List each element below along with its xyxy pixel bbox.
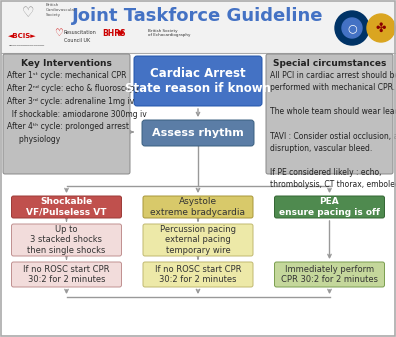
Text: ♡: ♡ xyxy=(22,6,34,20)
Text: ♡: ♡ xyxy=(53,28,63,38)
Text: If no ROSC start CPR
30:2 for 2 minutes: If no ROSC start CPR 30:2 for 2 minutes xyxy=(155,265,241,284)
Text: Key Interventions: Key Interventions xyxy=(21,59,112,67)
Text: Assess rhythm: Assess rhythm xyxy=(152,128,244,138)
Text: ○: ○ xyxy=(347,23,357,33)
FancyBboxPatch shape xyxy=(142,120,254,146)
Text: Immediately perform
CPR 30:2 for 2 minutes: Immediately perform CPR 30:2 for 2 minut… xyxy=(281,265,378,284)
Text: ✤: ✤ xyxy=(376,22,386,34)
Circle shape xyxy=(367,14,395,42)
FancyBboxPatch shape xyxy=(11,224,122,256)
FancyBboxPatch shape xyxy=(274,262,385,287)
FancyBboxPatch shape xyxy=(274,196,385,218)
Text: Asystole
extreme bradycardia: Asystole extreme bradycardia xyxy=(150,197,246,217)
Text: British
Cardiovascular
Society: British Cardiovascular Society xyxy=(46,3,76,17)
Circle shape xyxy=(335,11,369,45)
Text: Up to
3 stacked shocks
then single shocks: Up to 3 stacked shocks then single shock… xyxy=(27,225,106,255)
Text: After 1ˢᵗ cycle: mechanical CPR
After 2ⁿᵈ cycle: echo & fluoroscopy
After 3ʳᵈ cy: After 1ˢᵗ cycle: mechanical CPR After 2ⁿ… xyxy=(7,71,147,144)
Text: Council UK: Council UK xyxy=(64,37,90,42)
Bar xyxy=(1,1,395,53)
Text: BHRS: BHRS xyxy=(102,29,126,37)
Text: Cardiac Arrest
State reason if known: Cardiac Arrest State reason if known xyxy=(125,67,271,95)
Text: British Society
of Echocardiography: British Society of Echocardiography xyxy=(148,29,190,37)
FancyBboxPatch shape xyxy=(143,224,253,256)
Text: ─────────────────: ───────────────── xyxy=(8,44,44,48)
FancyBboxPatch shape xyxy=(143,262,253,287)
FancyBboxPatch shape xyxy=(11,262,122,287)
FancyBboxPatch shape xyxy=(266,54,393,174)
Text: ◄BCIS►: ◄BCIS► xyxy=(8,33,36,39)
Text: Special circumstances: Special circumstances xyxy=(273,59,386,67)
Text: PEA
ensure pacing is off: PEA ensure pacing is off xyxy=(279,197,380,217)
Text: All PCI in cardiac arrest should be
performed with mechanical CPR.

The whole te: All PCI in cardiac arrest should be perf… xyxy=(270,71,396,189)
Text: Percussion pacing
external pacing
temporary wire: Percussion pacing external pacing tempor… xyxy=(160,225,236,255)
Text: If no ROSC start CPR
30:2 for 2 minutes: If no ROSC start CPR 30:2 for 2 minutes xyxy=(23,265,110,284)
Text: ♥: ♥ xyxy=(116,29,124,37)
FancyBboxPatch shape xyxy=(11,196,122,218)
FancyBboxPatch shape xyxy=(3,54,130,174)
FancyBboxPatch shape xyxy=(143,196,253,218)
Text: Resuscitation: Resuscitation xyxy=(64,31,97,35)
Text: Shockable
VF/Pulseless VT: Shockable VF/Pulseless VT xyxy=(26,197,107,217)
Text: Joint Taskforce Guideline: Joint Taskforce Guideline xyxy=(72,7,324,25)
FancyBboxPatch shape xyxy=(134,56,262,106)
Circle shape xyxy=(342,18,362,38)
